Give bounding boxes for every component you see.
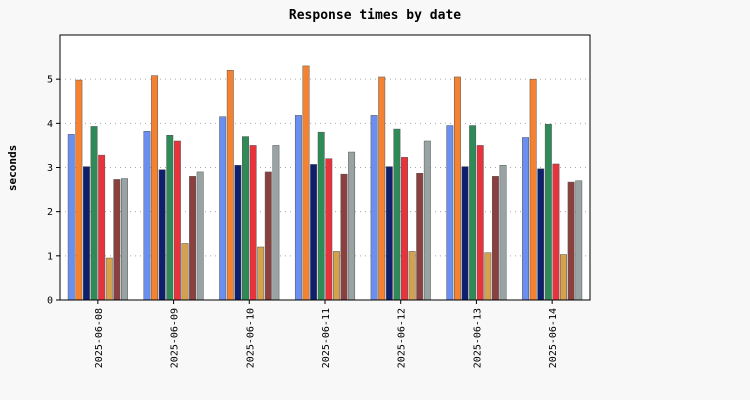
bar	[423, 140, 431, 301]
bar	[529, 78, 537, 301]
x-tick-label: 2025-06-09	[170, 308, 181, 368]
bar	[370, 115, 378, 301]
x-tick-label: 2025-06-13	[472, 308, 483, 368]
bar	[325, 158, 333, 301]
bar	[302, 65, 310, 301]
bar	[522, 137, 529, 301]
chart-title: Response times by date	[289, 8, 461, 23]
bar	[499, 165, 507, 301]
x-tick-label: 2025-06-10	[245, 308, 256, 368]
bar	[219, 116, 227, 301]
bar	[294, 115, 302, 301]
y-tick-label: 4	[47, 119, 53, 130]
bar	[491, 176, 499, 301]
plot-area: 0 1 2 3 4 5 2025-06-08 2025-06-09 2025-06-10 2025…	[47, 34, 591, 368]
bar	[234, 165, 242, 301]
x-tick-label: 2025-06-11	[321, 308, 332, 368]
y-tick-label: 1	[47, 251, 53, 262]
bar	[257, 246, 265, 301]
bar	[560, 254, 567, 301]
x-tick-label: 2025-06-08	[94, 308, 105, 368]
bar	[75, 79, 83, 301]
bar	[476, 145, 484, 301]
bar	[90, 126, 98, 301]
bar	[408, 251, 416, 301]
plot-frame	[59, 34, 591, 301]
bar	[143, 131, 151, 301]
bar	[385, 166, 393, 301]
bar	[121, 178, 128, 301]
x-tick-label: 2025-06-12	[397, 308, 408, 368]
y-tick-label: 2	[47, 207, 53, 218]
bar	[189, 176, 197, 301]
bar	[393, 128, 401, 301]
x-tick-label: 2025-06-14	[548, 308, 559, 368]
bar	[98, 154, 106, 301]
bar	[173, 140, 181, 301]
bar	[469, 125, 477, 301]
bar	[181, 243, 189, 301]
bar	[113, 179, 121, 301]
bar	[310, 164, 318, 301]
bar	[484, 252, 492, 301]
bar	[537, 168, 545, 301]
y-tick-label: 3	[47, 163, 53, 174]
bar	[552, 163, 560, 301]
bar	[378, 76, 386, 301]
bar	[348, 151, 356, 301]
bar	[461, 166, 469, 301]
bar	[416, 172, 424, 301]
bar	[166, 135, 174, 301]
bar	[332, 251, 340, 301]
bar	[453, 76, 461, 301]
bar	[67, 134, 75, 301]
bar	[196, 171, 204, 301]
bar	[226, 70, 234, 301]
bar	[317, 131, 325, 301]
bar	[249, 145, 257, 301]
bar	[158, 169, 166, 301]
bar	[567, 181, 575, 301]
bar	[151, 75, 159, 301]
bar	[340, 173, 348, 301]
bar	[83, 166, 90, 301]
bar	[242, 136, 249, 301]
bar	[105, 257, 113, 301]
bar	[272, 145, 280, 301]
bar	[401, 157, 408, 301]
y-tick-label: 5	[47, 75, 53, 86]
bar	[544, 123, 552, 301]
bar	[575, 180, 583, 301]
bar	[264, 171, 272, 301]
y-axis-label: seconds	[6, 145, 19, 191]
bar	[446, 125, 454, 301]
y-tick-label: 0	[47, 296, 53, 307]
